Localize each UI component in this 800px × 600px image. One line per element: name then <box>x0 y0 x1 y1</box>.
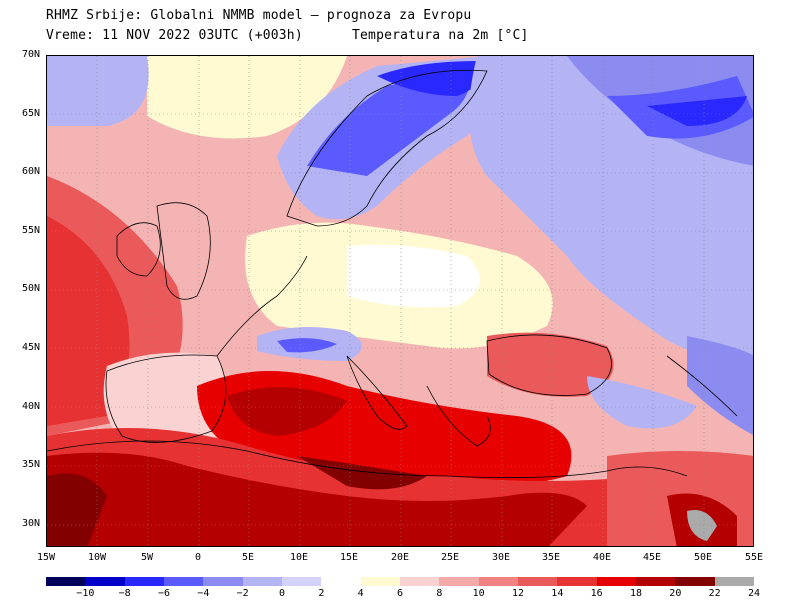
colorbar-tick-label: 2 <box>318 588 325 599</box>
colorbar-tick-label: 16 <box>590 588 603 599</box>
lat-label: 45N <box>21 342 40 353</box>
lon-label: 40E <box>592 552 612 563</box>
colorbar-tick-label: −10 <box>76 588 95 599</box>
colorbar-tick-label: −6 <box>157 588 171 599</box>
temperature-field <box>47 56 753 546</box>
lon-label: 50E <box>693 552 713 563</box>
lon-label: 15W <box>36 552 56 563</box>
lat-label: 50N <box>21 283 40 294</box>
lat-label: 40N <box>21 401 40 412</box>
lat-label: 65N <box>21 108 40 119</box>
colorbar-tick-label: −2 <box>236 588 249 599</box>
colorbar-swatch <box>675 577 715 586</box>
colorbar-tick-label: 4 <box>357 588 364 599</box>
colorbar-swatch <box>596 577 636 586</box>
lat-label: 70N <box>21 49 40 60</box>
lat-label: 30N <box>21 518 40 529</box>
title-variable: Temperatura na 2m [°C] <box>352 28 529 43</box>
colorbar-tick-label: 24 <box>747 588 761 599</box>
colorbar-swatch <box>281 577 322 586</box>
colorbar-swatch <box>478 577 518 586</box>
lon-label: 20E <box>390 552 410 563</box>
lon-label: 30E <box>491 552 511 563</box>
colorbar-swatch <box>557 577 597 586</box>
lon-label: 15E <box>339 552 359 563</box>
colorbar-swatch <box>242 577 282 586</box>
title-line-1: RHMZ Srbije: Globalni NMMB model — progn… <box>46 8 472 23</box>
lon-label: 45E <box>642 552 662 563</box>
lon-label: 5E <box>241 552 255 563</box>
colorbar-swatch <box>714 577 754 586</box>
colorbar-swatch <box>635 577 676 586</box>
colorbar-tick-label: 8 <box>436 588 443 599</box>
colorbar-swatch <box>399 577 440 586</box>
colorbar-tick-label: 12 <box>511 588 525 599</box>
colorbar-tick-label: 14 <box>551 588 564 599</box>
lon-label: 25E <box>440 552 460 563</box>
lon-label: 5W <box>140 552 154 563</box>
lon-label: 10W <box>87 552 107 563</box>
colorbar-swatch <box>439 577 479 586</box>
colorbar-swatch <box>517 577 558 586</box>
lon-label: 0 <box>194 552 202 563</box>
lon-label: 10E <box>289 552 309 563</box>
colorbar-swatch <box>360 577 400 586</box>
colorbar-swatch <box>85 577 125 586</box>
lat-label: 55N <box>21 225 40 236</box>
colorbar-swatch <box>321 577 361 586</box>
colorbar-tick-label: −4 <box>197 588 210 599</box>
temperature-map <box>46 55 754 547</box>
colorbar-tick-label: 0 <box>278 588 286 599</box>
colorbar-tick-label: 6 <box>396 588 404 599</box>
colorbar-tick-label: 20 <box>669 588 682 599</box>
colorbar-swatch <box>124 577 164 586</box>
lon-label: 35E <box>541 552 561 563</box>
colorbar <box>46 577 754 586</box>
colorbar-swatch <box>46 577 86 586</box>
colorbar-tick-label: 18 <box>629 588 643 599</box>
colorbar-swatch <box>203 577 243 586</box>
title-line-2: Vreme: 11 NOV 2022 03UTC (+003h) <box>46 28 303 43</box>
lat-label: 35N <box>21 459 40 470</box>
lon-label: 55E <box>744 552 764 563</box>
colorbar-tick-label: −8 <box>118 588 131 599</box>
colorbar-tick-label: 22 <box>708 588 721 599</box>
colorbar-tick-label: 10 <box>472 588 485 599</box>
lat-label: 60N <box>21 166 40 177</box>
colorbar-swatch <box>163 577 204 586</box>
